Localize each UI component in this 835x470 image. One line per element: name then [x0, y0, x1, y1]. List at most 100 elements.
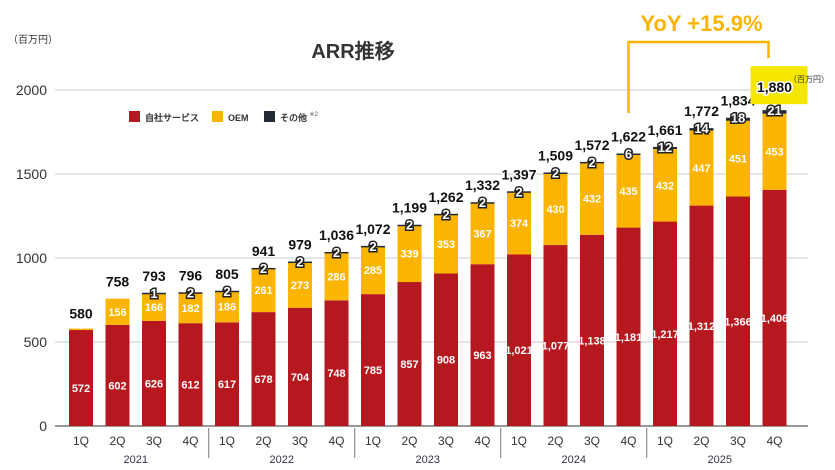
legend-swatch: [129, 111, 140, 122]
bar-own: [251, 312, 276, 426]
bar-total-label: 1,834: [720, 93, 755, 109]
bar-label-other: 14: [694, 121, 709, 136]
bar-label-own: 1,021: [505, 345, 533, 357]
bar-total-label: 1,072: [355, 221, 390, 237]
y-unit-label: （百万円）: [8, 34, 58, 46]
bar-label-own: 857: [400, 359, 418, 371]
bar-own: [178, 323, 203, 426]
bar-label-own: 1,217: [651, 329, 679, 341]
bar-total-label: 1,622: [611, 129, 646, 145]
bar-oem: [69, 328, 93, 331]
bar-label-oem: 447: [692, 163, 710, 175]
bar-other: [142, 292, 166, 295]
bar-oem: [361, 246, 385, 295]
y-tick-label: 1000: [16, 250, 47, 266]
x-axis: 2021 2022 2023 2024 2025: [124, 428, 732, 466]
bar-total-label: 1,509: [538, 147, 573, 163]
legend-swatch: [212, 111, 223, 122]
legend-note: ※2: [310, 112, 319, 118]
bar-label-own: 963: [473, 350, 491, 362]
bar-total-label: 758: [106, 274, 130, 290]
x-tick-label: 2Q: [547, 434, 563, 448]
bar-own: [397, 282, 422, 426]
bar-own: [69, 329, 93, 426]
bar-label-own: 1,366: [724, 316, 752, 328]
yoy-annotation: YoY +15.9%: [627, 11, 770, 113]
x-tick-label: 3Q: [438, 434, 454, 448]
total-highlight: [750, 66, 808, 105]
bar-oem: [689, 130, 714, 206]
legend-label: その他: [280, 112, 307, 123]
bar-oem: [397, 225, 422, 283]
bar-oem: [105, 298, 130, 325]
bar-total-label: 1,262: [428, 189, 463, 205]
bar-label-other: 6: [625, 147, 632, 162]
bar-own: [580, 234, 604, 426]
bar-own: [434, 273, 458, 426]
yoy-label: YoY +15.9%: [640, 11, 762, 36]
bar-own: [653, 221, 677, 426]
bar-label-oem: 353: [437, 239, 455, 251]
x-tick-label: 3Q: [730, 434, 746, 448]
bar-oem: [507, 191, 531, 255]
x-tick-label: 4Q: [620, 434, 636, 448]
bar-label-own: 785: [364, 365, 382, 377]
bar-other: [397, 224, 422, 227]
bar-label-other: 2: [552, 165, 559, 180]
bar-total-label: 1,199: [392, 200, 427, 216]
legend: 自社サービス OEM その他 ※2: [129, 111, 319, 123]
x-tick-label: 1Q: [73, 434, 89, 448]
bars: 57285801Q6021567582Q62616617933Q61218227…: [68, 66, 829, 448]
bar-other: [361, 245, 385, 248]
bar-own: [616, 227, 641, 426]
x-tick-label: 3Q: [292, 434, 308, 448]
bar-label-other: 2: [187, 285, 194, 300]
bar-other: [288, 261, 312, 264]
bar-label-oem: 367: [473, 228, 491, 240]
bar-label-other: 2: [333, 245, 340, 260]
bar-label-own: 704: [291, 372, 310, 384]
bar-label-own: 1,406: [761, 313, 789, 325]
x-tick-label: 4Q: [766, 434, 782, 448]
bar-oem: [142, 292, 166, 321]
bar-label-oem: 273: [291, 280, 309, 292]
bar-oem: [616, 154, 641, 228]
yoy-bracket: [627, 40, 770, 113]
bar-other: [324, 251, 349, 254]
bar-total-label: 1,661: [647, 122, 682, 138]
bar-label-own: 612: [181, 380, 199, 392]
y-tick-label: 0: [39, 418, 47, 434]
bar-label-oem: 8: [78, 320, 84, 332]
bar-other: [178, 292, 203, 294]
bar-label-oem: 339: [400, 249, 418, 261]
bar-total-label: 941: [252, 243, 276, 259]
bar-total-label: 979: [288, 237, 312, 253]
bar-oem: [470, 202, 495, 265]
bar-own: [726, 196, 750, 426]
bar-other: [580, 161, 604, 164]
bar-label-other: 2: [588, 155, 595, 170]
bar-label-oem: 182: [181, 303, 199, 315]
bar-label-other: 12: [658, 140, 672, 155]
bar-total-label: 1,332: [465, 177, 500, 193]
bar-label-own: 1,181: [615, 332, 643, 344]
bar-label-oem: 261: [254, 285, 272, 297]
bar-label-oem: 435: [619, 186, 637, 198]
bar-label-own: 617: [218, 379, 236, 391]
legend-label: 自社サービス: [145, 112, 199, 123]
bar-label-other: 2: [296, 255, 303, 270]
bar-oem: [178, 292, 203, 324]
bar-other: [543, 172, 568, 174]
bar-total-label: 1,572: [574, 137, 609, 153]
bar-label-own: 1,077: [542, 341, 570, 353]
bar-other: [251, 267, 276, 270]
bar-label-other: 18: [731, 111, 745, 126]
x-year-label: 2021: [124, 454, 148, 466]
bar-label-oem: 286: [327, 271, 345, 283]
bar-total-label: 580: [69, 306, 93, 322]
bar-label-other: 2: [515, 184, 522, 199]
bar-label-oem: 374: [510, 218, 529, 230]
y-tick-label: 1500: [16, 166, 47, 182]
bar-oem: [726, 120, 750, 197]
bar-other: [507, 191, 531, 193]
